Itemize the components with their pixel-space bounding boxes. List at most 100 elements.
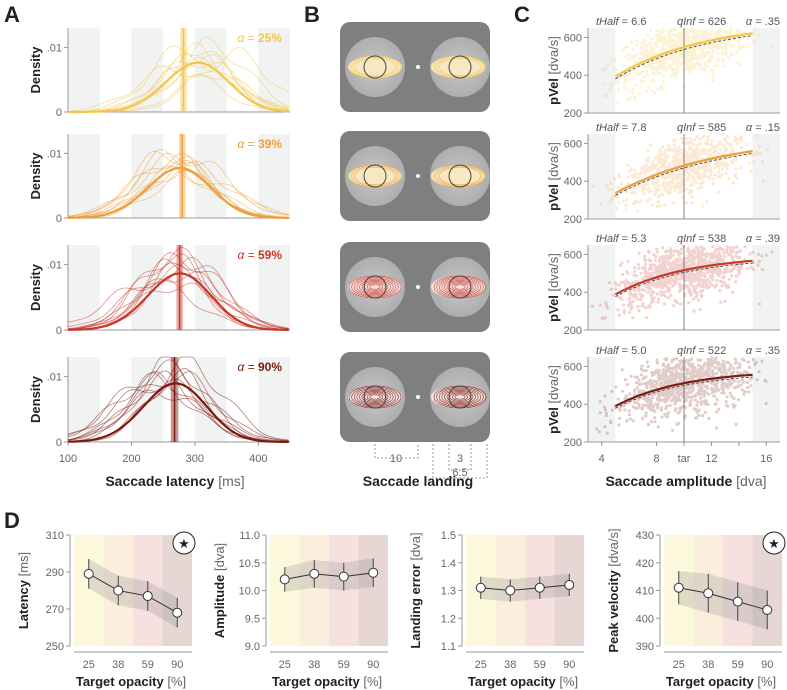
scatter-point <box>724 400 728 404</box>
scatter-point <box>707 364 711 368</box>
scatter-point <box>703 279 707 283</box>
scatter-point <box>696 261 700 265</box>
scatter-point <box>674 56 678 60</box>
scatter-point <box>715 258 719 262</box>
scatter-point <box>646 365 650 369</box>
scatter-point <box>669 174 673 178</box>
landing-contour <box>449 392 471 402</box>
scatter-point <box>677 396 681 400</box>
scatter-point <box>671 139 676 143</box>
scatter-point <box>650 203 654 207</box>
scatter-point <box>678 406 682 410</box>
scatter-point <box>644 158 648 162</box>
scatter-point <box>604 66 608 70</box>
scatter-point <box>633 269 637 273</box>
scatter-point <box>641 80 646 84</box>
scatter-point <box>711 278 715 282</box>
scatter-point <box>698 152 702 156</box>
scatter-point <box>723 145 727 149</box>
scatter-point <box>688 152 693 157</box>
scatter-point <box>647 85 651 89</box>
scatter-point <box>705 142 710 146</box>
scatter-point <box>606 63 610 67</box>
y-tick-label: 600 <box>564 249 582 261</box>
scatter-point <box>677 173 681 177</box>
scatter-point <box>723 267 727 271</box>
scatter-point <box>675 56 679 60</box>
y-tick-label: 1.3 <box>441 586 456 598</box>
scatter-point <box>724 30 728 34</box>
scatter-point <box>717 251 721 255</box>
scatter-point <box>673 170 677 174</box>
scatter-point <box>679 36 684 40</box>
scatter-point <box>660 162 664 166</box>
scatter-point <box>628 417 633 421</box>
scatter-point <box>686 285 690 290</box>
scatter-point <box>643 403 648 407</box>
scatter-point <box>676 371 681 376</box>
scatter-point <box>718 45 723 49</box>
scatter-point <box>689 50 693 55</box>
scatter-point <box>657 187 661 191</box>
scatter-point <box>708 148 713 152</box>
scatter-point <box>685 40 689 45</box>
dimension-lines <box>374 444 488 479</box>
y-tick-label: 600 <box>564 361 582 373</box>
scatter-point <box>664 393 668 397</box>
scatter-point <box>662 153 666 157</box>
scatter-point <box>633 201 637 205</box>
scatter-point <box>725 147 729 151</box>
scatter-point <box>710 391 715 395</box>
scatter-point <box>620 368 624 372</box>
x-tick-label: 12 <box>705 453 717 465</box>
scatter-point <box>658 156 662 160</box>
scatter-point <box>726 134 730 138</box>
scatter-point <box>609 181 613 185</box>
scatter-point <box>716 52 720 56</box>
scatter-point <box>655 380 659 384</box>
data-point <box>762 604 773 615</box>
scatter-point <box>609 84 613 88</box>
scatter-point <box>746 371 750 375</box>
scatter-point <box>758 151 762 155</box>
scatter-point <box>621 389 625 393</box>
scatter-point <box>705 167 709 172</box>
scatter-point <box>707 161 711 165</box>
scatter-point <box>695 416 699 420</box>
scatter-point <box>719 367 723 371</box>
scatter-point <box>595 427 599 431</box>
scatter-point <box>724 371 728 376</box>
scatter-point <box>719 175 723 179</box>
x-tick-label: 25 <box>673 659 685 671</box>
scatter-point <box>709 254 713 258</box>
scatter-point <box>627 78 632 82</box>
scatter-point <box>665 281 669 285</box>
scatter-point <box>701 135 705 139</box>
scatter-point <box>678 283 683 287</box>
scatter-point <box>680 368 684 372</box>
scatter-point <box>668 187 672 191</box>
alpha-label-value: 39% <box>258 137 282 151</box>
scatter-point <box>662 280 666 284</box>
scatter-point <box>729 28 733 32</box>
scatter-point <box>721 46 725 50</box>
scatter-point <box>673 154 677 158</box>
x-tick-label: 300 <box>186 453 204 465</box>
scatter-point <box>671 366 675 370</box>
x-axis-title: Target opacity [%] <box>272 674 382 689</box>
scatter-point <box>677 266 681 271</box>
scatter-point <box>654 29 659 33</box>
scatter-point <box>680 184 685 188</box>
scatter-point <box>763 378 767 382</box>
scatter-point <box>674 43 678 47</box>
scatter-point <box>658 374 663 378</box>
scatter-point <box>709 282 713 286</box>
scatter-point <box>684 187 688 191</box>
scatter-point <box>684 201 688 205</box>
scatter-point <box>700 247 705 252</box>
y-axis-title-text: Peak velocity <box>606 567 621 653</box>
scatter-point <box>714 385 719 390</box>
y-tick-label: 9.5 <box>245 613 260 625</box>
